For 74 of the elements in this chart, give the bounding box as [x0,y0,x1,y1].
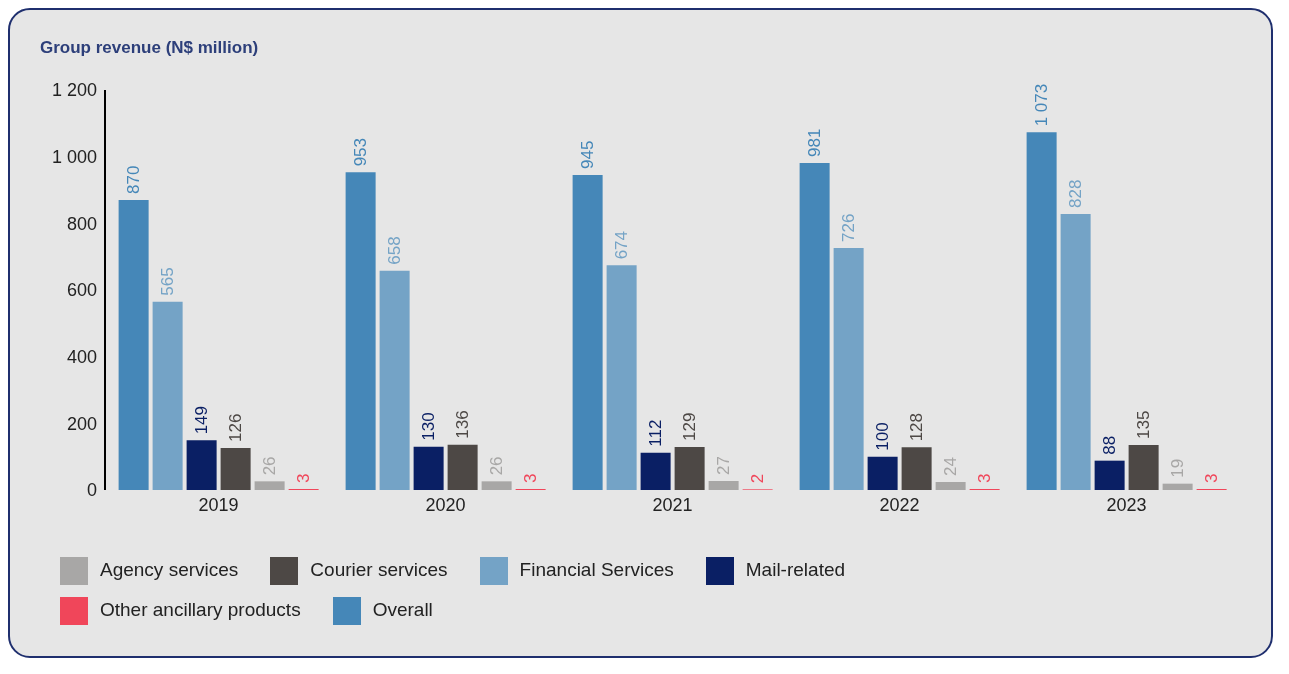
bar [799,163,830,490]
data-label: 129 [680,412,700,441]
bar [708,481,739,490]
bar [254,481,285,490]
data-label: 1 073 [1032,83,1052,127]
bar [1026,132,1057,490]
y-tick-label: 400 [66,347,97,368]
data-label: 3 [294,473,314,483]
legend-label: Courier services [310,559,448,580]
y-tick-label: 1 000 [51,147,97,168]
x-tick-label: 2020 [425,494,466,515]
bar [481,481,512,490]
data-label: 565 [158,267,178,296]
data-label: 112 [646,419,666,447]
y-tick-label: 0 [86,480,97,501]
data-label: 945 [578,140,598,169]
data-label: 126 [226,413,246,442]
bar [118,200,149,490]
data-label: 128 [907,412,927,442]
x-tick-label: 2021 [652,494,693,515]
data-label: 981 [805,128,825,157]
bar [186,440,217,490]
data-label: 658 [385,236,405,265]
bar [572,175,603,490]
bar [901,447,932,490]
bar [1128,445,1159,490]
data-label: 3 [1202,473,1222,483]
data-label: 136 [453,410,473,439]
bar [220,448,251,490]
data-label: 26 [260,456,280,476]
data-label: 149 [192,405,212,435]
y-tick-label: 1 200 [51,80,97,101]
data-label: 130 [419,412,439,441]
y-tick-label: 200 [66,413,97,434]
legend-label: Agency services [100,559,239,580]
legend-label: Other ancillary products [100,599,301,620]
bar [606,265,637,490]
data-label: 674 [612,230,632,260]
bar [640,452,671,490]
data-label: 24 [941,457,961,476]
bar [152,301,183,490]
bar [413,446,444,490]
data-label: 88 [1100,435,1120,455]
data-label: 953 [351,137,371,167]
y-tick-label: 800 [66,213,97,234]
data-label: 3 [975,473,995,483]
data-label: 135 [1134,410,1154,439]
legend-label: Financial Services [519,559,674,580]
bar [379,270,410,490]
legend-label: Overall [372,599,433,620]
data-label: 870 [124,165,144,194]
y-tick-label: 600 [66,280,97,301]
data-label: 19 [1168,458,1188,478]
bar [1162,483,1193,490]
bar [1094,460,1125,490]
x-tick-label: 2022 [879,494,920,515]
data-label: 27 [714,456,734,475]
chart-title: Group revenue (N$ million) [40,38,259,58]
bar [447,444,478,490]
bar [345,172,376,490]
data-label: 3 [521,473,541,483]
bar [833,248,864,490]
x-tick-label: 2019 [198,494,239,515]
legend-label: Mail-related [745,559,846,580]
bar [1060,214,1091,490]
data-label: 726 [839,213,859,242]
x-tick-label: 2023 [1106,494,1147,515]
data-label: 100 [873,422,893,451]
data-label: 828 [1066,179,1086,208]
data-label: 26 [487,456,507,476]
data-label: 2 [748,473,768,484]
bar [867,456,898,490]
bar [674,447,705,490]
bar [935,482,966,490]
